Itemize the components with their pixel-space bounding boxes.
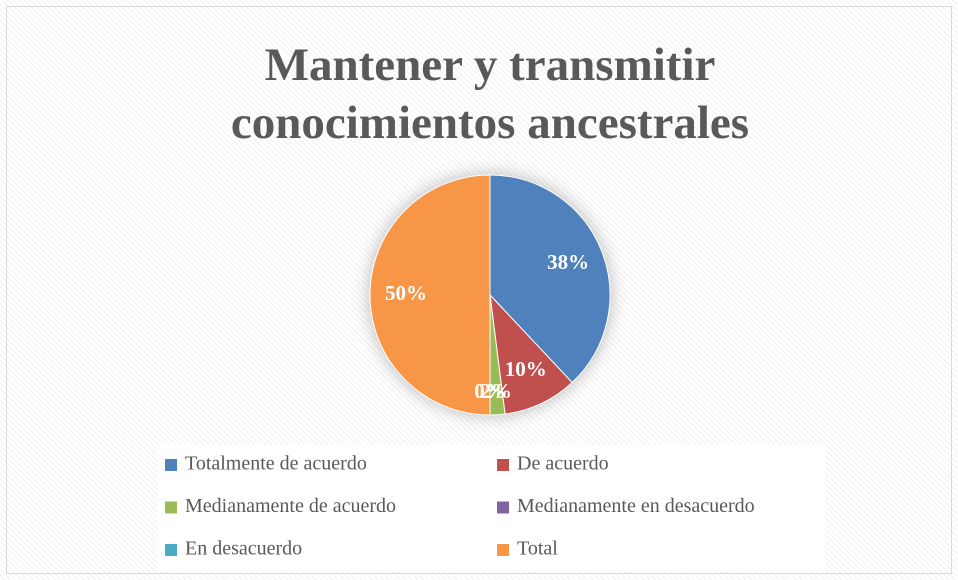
chart-frame	[6, 6, 952, 574]
data-label: 2%	[480, 379, 512, 403]
legend-label: De acuerdo	[517, 453, 609, 475]
chart-title: Mantener y transmitir conocimientos ance…	[230, 39, 750, 149]
legend-swatch	[165, 544, 177, 556]
legend-label: Totalmente de acuerdo	[185, 453, 367, 475]
legend-box	[158, 445, 825, 572]
legend-label: Medianamente en desacuerdo	[517, 495, 755, 517]
legend-label: Medianamente de acuerdo	[185, 495, 396, 517]
data-label: 0%	[474, 379, 506, 403]
legend-swatch	[497, 501, 509, 514]
pie-slice	[489, 174, 611, 384]
data-label: 10%	[505, 357, 547, 381]
data-label: 0%	[474, 379, 506, 403]
legend-swatch	[497, 544, 509, 556]
data-label: 50%	[385, 281, 427, 305]
data-label: 38%	[547, 250, 589, 274]
legend-swatch	[165, 459, 177, 471]
legend-swatch	[165, 501, 177, 514]
pie-slice	[489, 293, 573, 415]
legend-label: Total	[517, 538, 558, 560]
pie-slice	[369, 174, 491, 416]
legend-label: En desacuerdo	[185, 538, 302, 560]
legend-swatch	[497, 459, 509, 471]
